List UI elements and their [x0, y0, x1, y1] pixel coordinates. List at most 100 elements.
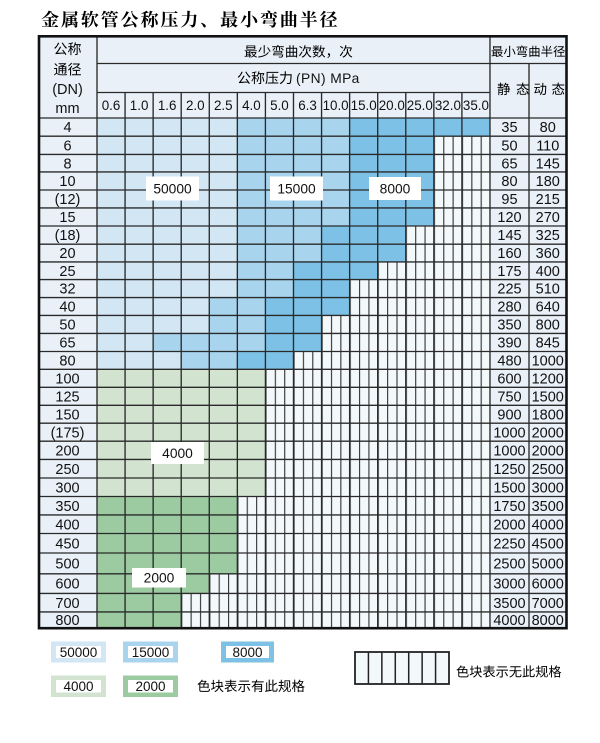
svg-text:2500: 2500: [493, 557, 525, 573]
svg-text:(PN) MPa: (PN) MPa: [296, 71, 360, 86]
svg-text:80: 80: [501, 174, 517, 190]
svg-text:25: 25: [59, 264, 75, 280]
svg-text:15.0: 15.0: [351, 98, 377, 113]
svg-text:4.0: 4.0: [242, 98, 261, 113]
svg-text:845: 845: [536, 336, 560, 352]
svg-text:4000: 4000: [532, 517, 564, 533]
svg-text:2000: 2000: [532, 443, 564, 459]
svg-text:1000: 1000: [493, 443, 525, 459]
svg-text:145: 145: [536, 156, 560, 172]
svg-text:65: 65: [501, 156, 517, 172]
svg-text:8000: 8000: [232, 645, 262, 660]
svg-text:32.0: 32.0: [435, 98, 461, 113]
svg-text:2000: 2000: [135, 679, 165, 694]
svg-text:20: 20: [59, 246, 75, 262]
svg-text:1200: 1200: [532, 371, 564, 387]
svg-text:4000: 4000: [493, 613, 525, 629]
svg-text:1500: 1500: [493, 480, 525, 496]
svg-text:125: 125: [55, 389, 79, 405]
svg-text:160: 160: [497, 246, 521, 262]
svg-text:400: 400: [536, 264, 560, 280]
svg-text:700: 700: [55, 596, 79, 612]
svg-text:900: 900: [497, 407, 521, 423]
svg-text:800: 800: [536, 318, 560, 334]
svg-text:1250: 1250: [493, 462, 525, 478]
svg-text:3500: 3500: [493, 596, 525, 612]
svg-text:450: 450: [55, 536, 79, 552]
svg-text:480: 480: [497, 354, 521, 370]
svg-text:8: 8: [63, 156, 71, 172]
svg-text:3500: 3500: [532, 499, 564, 515]
svg-text:35: 35: [501, 120, 517, 136]
svg-text:325: 325: [536, 228, 560, 244]
svg-text:225: 225: [497, 282, 521, 298]
svg-text:80: 80: [59, 354, 75, 370]
svg-text:65: 65: [59, 336, 75, 352]
svg-text:(18): (18): [55, 228, 81, 244]
svg-text:800: 800: [55, 613, 79, 629]
svg-text:95: 95: [501, 192, 517, 208]
svg-text:6: 6: [63, 138, 71, 154]
svg-text:0.6: 0.6: [102, 98, 121, 113]
svg-text:2250: 2250: [493, 536, 525, 552]
svg-text:390: 390: [497, 336, 521, 352]
svg-text:1.6: 1.6: [158, 98, 177, 113]
svg-text:(12): (12): [55, 192, 81, 208]
svg-text:7000: 7000: [532, 596, 564, 612]
svg-text:80: 80: [540, 120, 556, 136]
svg-text:50000: 50000: [60, 645, 98, 660]
svg-text:3000: 3000: [493, 577, 525, 593]
svg-text:175: 175: [497, 264, 521, 280]
svg-text:50: 50: [59, 318, 75, 334]
svg-text:10: 10: [59, 174, 75, 190]
svg-text:1000: 1000: [493, 425, 525, 441]
svg-text:mm: mm: [55, 101, 79, 117]
svg-text:2.5: 2.5: [214, 98, 233, 113]
svg-text:4000: 4000: [162, 446, 193, 461]
svg-text:640: 640: [536, 300, 560, 316]
svg-text:280: 280: [497, 300, 521, 316]
svg-text:8000: 8000: [380, 181, 411, 196]
svg-text:270: 270: [536, 210, 560, 226]
svg-text:40: 40: [59, 300, 75, 316]
svg-text:5.0: 5.0: [270, 98, 289, 113]
svg-text:8000: 8000: [532, 613, 564, 629]
svg-text:500: 500: [55, 557, 79, 573]
svg-text:750: 750: [497, 389, 521, 405]
svg-text:1500: 1500: [532, 389, 564, 405]
svg-text:1.0: 1.0: [130, 98, 149, 113]
svg-text:2000: 2000: [493, 517, 525, 533]
svg-text:(DN): (DN): [52, 82, 83, 98]
svg-text:400: 400: [55, 517, 79, 533]
svg-text:350: 350: [55, 499, 79, 515]
svg-text:215: 215: [536, 192, 560, 208]
svg-text:2000: 2000: [144, 571, 175, 586]
svg-text:1750: 1750: [493, 499, 525, 515]
svg-text:15000: 15000: [277, 181, 316, 196]
svg-text:360: 360: [536, 246, 560, 262]
svg-text:110: 110: [536, 138, 559, 154]
svg-text:600: 600: [55, 577, 79, 593]
svg-text:2.0: 2.0: [186, 98, 205, 113]
svg-text:180: 180: [536, 174, 560, 190]
svg-text:50000: 50000: [153, 181, 192, 196]
svg-text:25.0: 25.0: [407, 98, 433, 113]
svg-text:20.0: 20.0: [379, 98, 405, 113]
svg-text:4000: 4000: [63, 679, 93, 694]
svg-text:15: 15: [59, 210, 75, 226]
svg-text:510: 510: [536, 282, 560, 298]
svg-text:250: 250: [55, 462, 79, 478]
svg-text:6.3: 6.3: [298, 98, 317, 113]
svg-text:32: 32: [59, 282, 75, 298]
svg-text:145: 145: [497, 228, 521, 244]
svg-text:4: 4: [63, 120, 71, 136]
svg-text:150: 150: [55, 407, 79, 423]
svg-text:10.0: 10.0: [323, 98, 349, 113]
svg-text:2000: 2000: [532, 425, 564, 441]
svg-text:1000: 1000: [532, 354, 564, 370]
svg-text:1800: 1800: [532, 407, 564, 423]
svg-text:4500: 4500: [532, 536, 564, 552]
svg-text:350: 350: [497, 318, 521, 334]
svg-text:15000: 15000: [132, 645, 170, 660]
svg-text:3000: 3000: [532, 480, 564, 496]
